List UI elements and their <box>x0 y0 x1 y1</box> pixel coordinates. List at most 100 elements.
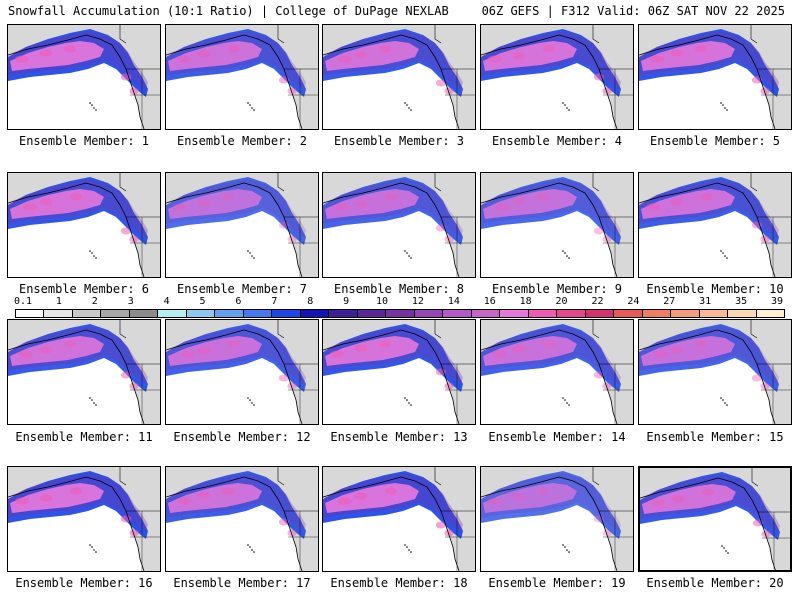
colorbar-ticks: 0.1 1 2 3 4 5 6 7 8 9 10 12 14 16 18 20 22 24 27 31 35 39 <box>14 296 785 308</box>
island-dot <box>568 551 570 553</box>
border-line <box>750 25 758 44</box>
island-dot <box>249 399 251 401</box>
snow-max-blob <box>287 382 297 390</box>
snow-max-blob <box>354 200 368 208</box>
island-dot <box>249 546 251 548</box>
island-dot <box>406 252 408 254</box>
member-map-10 <box>638 172 792 278</box>
island-dot <box>410 551 412 553</box>
snow-max-blob <box>751 76 763 84</box>
colorbar-tick-label: 14 <box>447 296 460 307</box>
member-label: Ensemble Member: 19 <box>488 576 626 590</box>
border-line <box>592 25 600 44</box>
snow-max-blob <box>537 487 549 495</box>
border-line <box>751 468 759 487</box>
island-dot <box>566 402 568 404</box>
member-map-16 <box>7 466 161 572</box>
border-line <box>592 320 600 339</box>
member-map-1 <box>7 24 161 130</box>
state-lines <box>288 217 318 277</box>
island-dot <box>723 547 725 549</box>
member-label: Ensemble Member: 6 <box>18 282 150 296</box>
header-title-right: 06Z GEFS | F312 Valid: 06Z SAT NOV 22 20… <box>481 4 785 18</box>
state-lines <box>603 364 633 424</box>
snow-max-blob <box>593 227 605 235</box>
member-label: Ensemble Member: 4 <box>491 134 623 148</box>
snow-max-blob <box>444 235 454 243</box>
snow-band-core <box>168 189 262 219</box>
state-lines <box>130 69 160 129</box>
island-dot <box>720 397 722 399</box>
colorbar-segment <box>756 310 785 317</box>
island-dot <box>727 552 729 554</box>
island-dot <box>726 109 728 111</box>
member-map-svg <box>323 467 475 571</box>
state-lines <box>761 217 791 277</box>
island-dot <box>726 404 728 406</box>
island-dot <box>568 404 570 406</box>
island-dot <box>722 104 724 106</box>
island-dot <box>720 102 722 104</box>
island-dot <box>562 544 564 546</box>
snow-max-blob <box>695 340 707 348</box>
snow-band-core <box>168 483 262 513</box>
snow-band-core <box>168 336 262 366</box>
colorbar-tick-label: 8 <box>307 296 314 307</box>
coastline <box>481 476 618 571</box>
island-dot <box>726 257 728 259</box>
snow-band-core <box>641 41 735 71</box>
island-dot <box>720 250 722 252</box>
colorbar-segment <box>671 310 700 317</box>
island-dot <box>91 252 93 254</box>
island-dot <box>566 549 568 551</box>
island-dot <box>95 109 97 111</box>
colorbar-segment <box>699 310 729 317</box>
snow-max-blob <box>751 221 763 229</box>
snow-max-blob <box>702 488 714 496</box>
snow-band-core <box>168 41 262 71</box>
island-dot <box>566 107 568 109</box>
coastline <box>481 329 618 424</box>
member-map-7 <box>165 172 319 278</box>
snow-max-blob <box>670 198 684 206</box>
colorbar-tick-label: 16 <box>483 296 496 307</box>
snow-max-blob <box>654 350 668 358</box>
member-map-svg <box>640 468 790 570</box>
border-line <box>119 173 127 192</box>
member-label: Ensemble Member: 10 <box>646 282 784 296</box>
colorbar-tick-label: 6 <box>235 296 242 307</box>
colorbar-tick-label: 27 <box>663 296 676 307</box>
snow-max-blob <box>197 491 211 499</box>
colorbar-segment <box>414 310 444 317</box>
island-dot <box>95 551 97 553</box>
member-map-svg <box>481 467 633 571</box>
snow-max-blob <box>228 340 240 348</box>
member-map-17 <box>165 466 319 572</box>
member-label: Ensemble Member: 2 <box>176 134 308 148</box>
snow-max-blob <box>173 203 187 211</box>
colorbar-segment <box>471 310 501 317</box>
member-map-8 <box>322 172 476 278</box>
member-map-svg <box>323 25 475 129</box>
snow-max-blob <box>334 203 348 211</box>
member-map-3 <box>322 24 476 130</box>
state-lines <box>130 364 160 424</box>
border-line <box>277 173 285 192</box>
snow-band-core <box>10 336 104 366</box>
snow-max-blob <box>287 87 297 95</box>
snow-max-blob <box>39 49 53 57</box>
colorbar-segment <box>72 310 102 317</box>
island-dot <box>564 399 566 401</box>
member-label: Ensemble Member: 11 <box>15 430 153 444</box>
snow-max-blob <box>338 55 352 63</box>
border-line <box>592 467 600 486</box>
state-lines <box>288 511 318 571</box>
island-dot <box>722 252 724 254</box>
border-line <box>434 467 442 486</box>
island-dot <box>251 107 253 109</box>
island-dot <box>721 545 723 547</box>
island-dot <box>562 397 564 399</box>
snow-band-core <box>483 483 577 513</box>
island-dot <box>404 102 406 104</box>
island-dot <box>410 109 412 111</box>
